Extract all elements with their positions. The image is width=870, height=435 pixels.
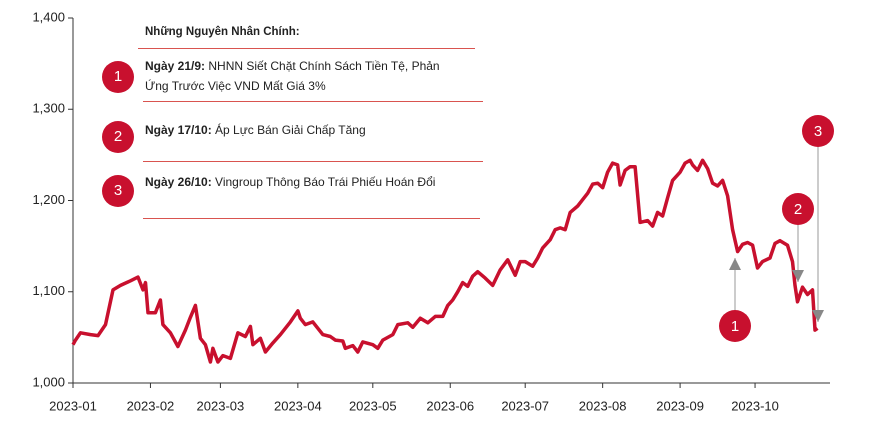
x-tick-label: 2023-10 bbox=[731, 398, 779, 413]
x-tick-label: 2023-06 bbox=[426, 398, 474, 413]
note-number: 1 bbox=[102, 61, 134, 93]
marker-label: 3 bbox=[814, 123, 822, 140]
x-tick-label: 2023-09 bbox=[656, 398, 704, 413]
note-number: 3 bbox=[102, 175, 134, 207]
separator bbox=[138, 48, 475, 49]
note-text: Ngày 21/9: NHNN Siết Chặt Chính Sách Tiề… bbox=[145, 56, 455, 96]
note-text: Ngày 17/10: Áp Lực Bán Giải Chấp Tăng bbox=[145, 120, 455, 140]
x-tick-label: 2023-02 bbox=[127, 398, 175, 413]
note-body: Áp Lực Bán Giải Chấp Tăng bbox=[215, 123, 366, 137]
x-tick-label: 2023-07 bbox=[501, 398, 549, 413]
arrow-head bbox=[792, 270, 804, 282]
note-date: Ngày 17/10: bbox=[145, 123, 212, 137]
marker-label: 2 bbox=[794, 201, 802, 218]
note-body: Vingroup Thông Báo Trái Phiếu Hoán Đổi bbox=[215, 175, 436, 189]
note-text: Ngày 26/10: Vingroup Thông Báo Trái Phiế… bbox=[145, 172, 455, 192]
x-tick-label: 2023-04 bbox=[274, 398, 322, 413]
note-number: 2 bbox=[102, 121, 134, 153]
marker-circle bbox=[719, 310, 751, 342]
x-tick-label: 2023-08 bbox=[579, 398, 627, 413]
separator bbox=[143, 101, 483, 102]
note-date: Ngày 26/10: bbox=[145, 175, 212, 189]
arrow-head bbox=[812, 310, 824, 322]
note-date: Ngày 21/9: bbox=[145, 59, 206, 73]
x-tick-label: 2023-01 bbox=[49, 398, 97, 413]
price-line bbox=[71, 158, 819, 364]
y-tick-label: 1,400 bbox=[32, 9, 65, 24]
arrow-head bbox=[729, 258, 741, 270]
marker-label: 1 bbox=[731, 318, 739, 335]
marker-circle bbox=[782, 193, 814, 225]
separator bbox=[143, 161, 483, 162]
separator bbox=[143, 218, 480, 219]
x-tick-label: 2023-03 bbox=[197, 398, 245, 413]
y-tick-label: 1,300 bbox=[32, 101, 65, 116]
x-tick-label: 2023-05 bbox=[349, 398, 397, 413]
y-tick-label: 1,200 bbox=[32, 192, 65, 207]
notes-title: Những Nguyên Nhân Chính: bbox=[145, 26, 300, 38]
note-body: NHNN Siết Chặt Chính Sách Tiền Tệ, Phản … bbox=[145, 59, 440, 93]
y-tick-label: 1,000 bbox=[32, 374, 65, 389]
marker-circle bbox=[802, 115, 834, 147]
y-tick-label: 1,100 bbox=[32, 283, 65, 298]
